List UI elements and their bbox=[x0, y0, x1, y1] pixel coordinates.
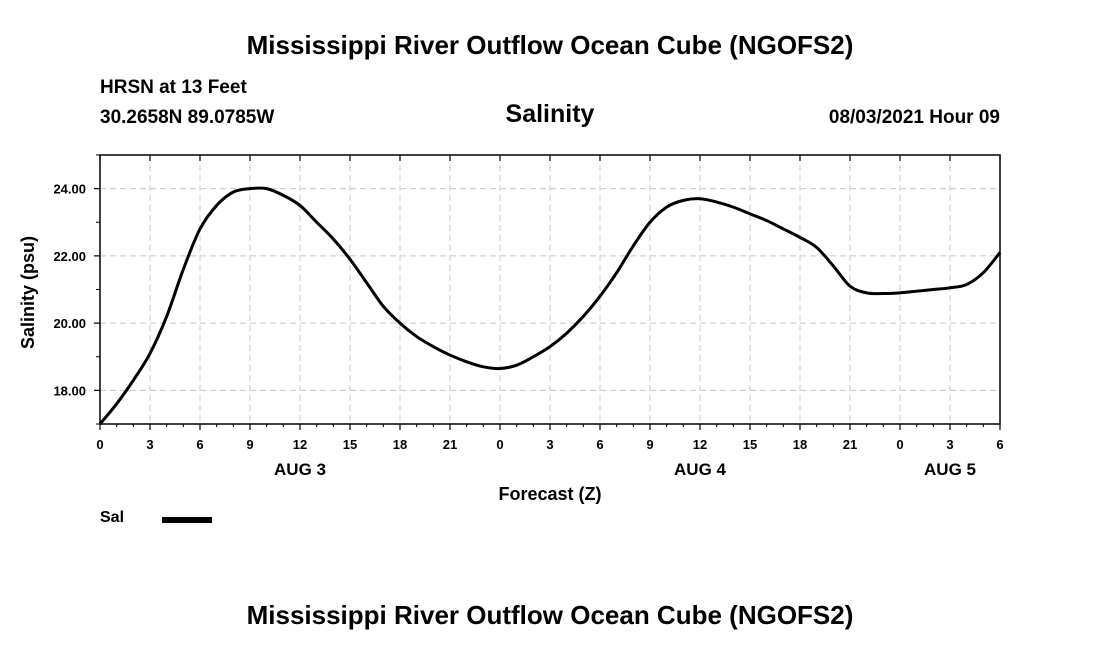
chart-title-top: Mississippi River Outflow Ocean Cube (NG… bbox=[246, 30, 854, 60]
y-axis-label: Salinity (psu) bbox=[18, 236, 38, 349]
x-tick-label: 18 bbox=[393, 437, 407, 452]
x-tick-label: 6 bbox=[596, 437, 603, 452]
series-line-sal bbox=[98, 186, 1002, 425]
chart-title-bottom: Mississippi River Outflow Ocean Cube (NG… bbox=[246, 600, 854, 630]
x-day-label: AUG 3 bbox=[274, 460, 326, 479]
x-tick-label: 0 bbox=[896, 437, 903, 452]
x-tick-label: 6 bbox=[996, 437, 1003, 452]
y-tick-label: 20.00 bbox=[53, 316, 86, 331]
grid-lines bbox=[100, 155, 1000, 424]
x-tick-label: 15 bbox=[343, 437, 357, 452]
x-tick-label: 3 bbox=[146, 437, 153, 452]
y-axis-ticks: 18.00 20.00 22.00 24.00 bbox=[53, 154, 100, 425]
x-tick-label: 6 bbox=[196, 437, 203, 452]
x-tick-label: 21 bbox=[443, 437, 457, 452]
station-label: HRSN at 13 Feet bbox=[100, 77, 247, 98]
x-tick-label: 3 bbox=[946, 437, 953, 452]
station-coordinates: 30.2658N 89.0785W bbox=[100, 107, 275, 128]
x-day-label: AUG 5 bbox=[924, 460, 976, 479]
x-tick-label: 3 bbox=[546, 437, 553, 452]
x-tick-label: 18 bbox=[793, 437, 807, 452]
legend-series-swatch bbox=[162, 517, 212, 523]
x-tick-label: 9 bbox=[246, 437, 253, 452]
y-tick-label: 24.00 bbox=[53, 182, 86, 197]
x-tick-label: 9 bbox=[646, 437, 653, 452]
x-day-label: AUG 4 bbox=[674, 460, 727, 479]
y-tick-label: 22.00 bbox=[53, 249, 86, 264]
forecast-timestamp: 08/03/2021 Hour 09 bbox=[828, 107, 1000, 128]
x-tick-label: 15 bbox=[743, 437, 757, 452]
x-axis-day-labels: AUG 3 AUG 4 AUG 5 bbox=[274, 460, 976, 479]
x-axis-label: Forecast (Z) bbox=[498, 484, 601, 504]
x-tick-label: 0 bbox=[496, 437, 503, 452]
x-axis-ticks: 0 3 6 9 12 15 18 21 0 3 6 9 12 15 18 21 0 3 6 bbox=[96, 155, 1004, 452]
y-tick-label: 18.00 bbox=[53, 383, 86, 398]
x-tick-label: 21 bbox=[843, 437, 857, 452]
x-tick-label: 12 bbox=[293, 437, 307, 452]
legend-series-label: Sal bbox=[100, 509, 125, 526]
chart-subtitle: Salinity bbox=[505, 100, 595, 128]
x-tick-label: 12 bbox=[693, 437, 707, 452]
series-lines bbox=[98, 186, 1002, 425]
x-tick-label: 0 bbox=[96, 437, 103, 452]
